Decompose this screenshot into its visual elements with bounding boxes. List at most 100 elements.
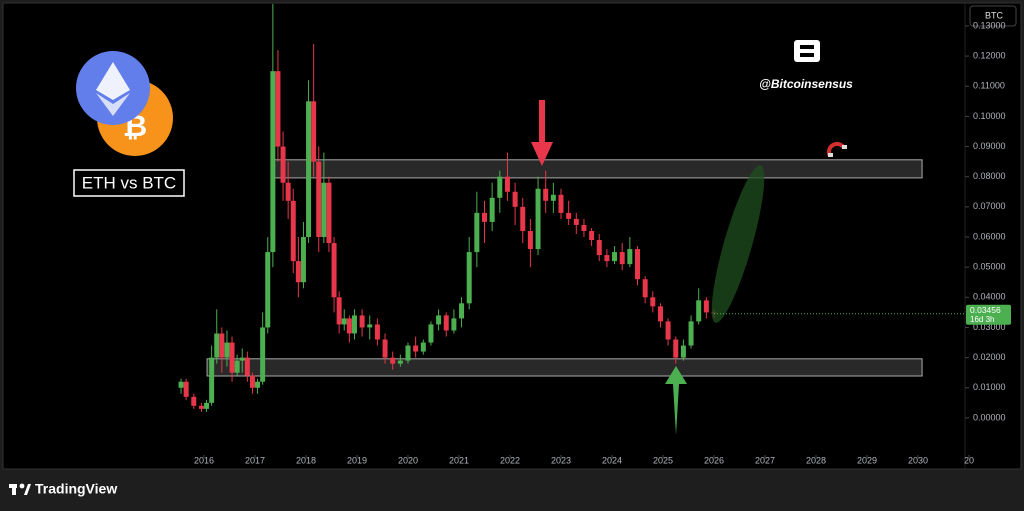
candle-body	[214, 333, 220, 358]
candle-body	[497, 176, 503, 198]
y-tick-label: 0.12000	[973, 50, 1006, 60]
x-tick-label: 2030	[908, 455, 928, 465]
candle-body	[696, 300, 702, 322]
candle-body	[420, 342, 426, 352]
candle-body	[219, 333, 225, 358]
zone	[271, 159, 923, 179]
x-tick-label: 2020	[398, 455, 418, 465]
candle-body	[351, 315, 357, 334]
candle-body	[275, 71, 281, 147]
y-tick-label: 0.10000	[973, 111, 1006, 121]
annotation: @Bitcoinsensus	[759, 77, 853, 91]
candle-body	[397, 360, 403, 364]
candle-body	[474, 212, 480, 253]
candle-body	[229, 342, 235, 373]
y-tick-label: 0.00000	[973, 412, 1006, 422]
x-tick-label: 2016	[194, 455, 214, 465]
eth-symbol-top	[96, 62, 130, 100]
candle-body	[346, 318, 352, 334]
projection-ellipse	[711, 165, 765, 323]
candle-body	[336, 297, 342, 325]
candle-body	[489, 197, 495, 222]
candle-body	[650, 297, 656, 307]
chart-title: ETH vs BTC	[82, 173, 176, 192]
candle-body	[573, 218, 579, 225]
candle-body	[311, 101, 317, 162]
x-tick-label: 2022	[500, 455, 520, 465]
zone	[206, 358, 923, 377]
symbol-button[interactable]	[969, 5, 1017, 27]
candle-body	[331, 243, 337, 298]
footer-brand: TradingView	[35, 481, 117, 497]
candle-body	[619, 252, 625, 265]
candle-body	[428, 324, 434, 343]
candle-body	[581, 224, 587, 231]
brand-logo	[794, 40, 820, 62]
magnet-icon	[826, 141, 847, 157]
candle-body	[413, 345, 419, 352]
candle-body	[657, 306, 663, 322]
x-tick-label: 2019	[347, 455, 367, 465]
candle-body	[703, 300, 709, 313]
candle-body	[280, 146, 286, 183]
candle-body	[224, 342, 230, 358]
candle-body	[321, 182, 327, 237]
candle-body	[482, 212, 487, 222]
x-tick-label: 2027	[755, 455, 775, 465]
candle-body	[451, 318, 457, 331]
candle-body	[367, 324, 373, 328]
y-tick-label: 0.02000	[973, 352, 1006, 362]
y-tick-label: 0.11000	[973, 81, 1005, 91]
x-tick-label: 2024	[602, 455, 622, 465]
candle-body	[504, 176, 510, 192]
title-box	[73, 169, 185, 197]
candle-body	[239, 357, 245, 361]
candle-body	[680, 345, 686, 358]
candle-body	[612, 252, 618, 262]
candle-body	[390, 357, 396, 364]
eth-symbol-bottom	[96, 93, 130, 116]
candle-body	[535, 188, 541, 250]
candle-body	[178, 381, 184, 388]
candle-body	[589, 230, 595, 241]
candle-body	[520, 206, 526, 231]
symbol-button-label[interactable]: BTC	[985, 10, 1004, 20]
candle-body	[436, 315, 442, 325]
candle-body	[527, 230, 533, 250]
candle-body	[295, 261, 301, 283]
candle-body	[265, 252, 271, 328]
candle-body	[673, 339, 679, 358]
x-tick-label: 2018	[296, 455, 316, 465]
y-tick-label: 0.09000	[973, 141, 1006, 151]
candle-body	[244, 357, 250, 376]
x-tick-label: 2017	[245, 455, 265, 465]
candle-body	[382, 339, 388, 358]
y-tick-label: 0.07000	[973, 201, 1006, 211]
y-tick-label: 0.06000	[973, 231, 1006, 241]
candle-body	[688, 321, 694, 346]
candle-body	[270, 71, 276, 253]
candle-body	[326, 182, 332, 244]
candle-body	[359, 315, 365, 328]
tradingview-logo	[9, 483, 31, 495]
candle-body	[558, 194, 564, 213]
candle-body	[443, 315, 449, 331]
countdown-label: 16d 3h	[970, 315, 994, 324]
candle-body	[596, 240, 602, 256]
candle-body	[512, 191, 518, 207]
red-arrow	[531, 100, 553, 166]
y-tick-label: 0.08000	[973, 171, 1006, 181]
candle-body	[290, 200, 296, 262]
y-tick-label: 0.04000	[973, 292, 1006, 302]
candle-body	[234, 360, 240, 373]
y-tick-label: 0.13000	[973, 20, 1006, 30]
y-tick-label: 0.03000	[973, 322, 1006, 332]
candle-body	[642, 279, 648, 298]
y-tick-label: 0.01000	[973, 382, 1006, 392]
candle-body	[466, 252, 472, 304]
candle-body	[316, 161, 322, 237]
x-tick-label: 2026	[704, 455, 724, 465]
candle-body	[191, 396, 197, 406]
